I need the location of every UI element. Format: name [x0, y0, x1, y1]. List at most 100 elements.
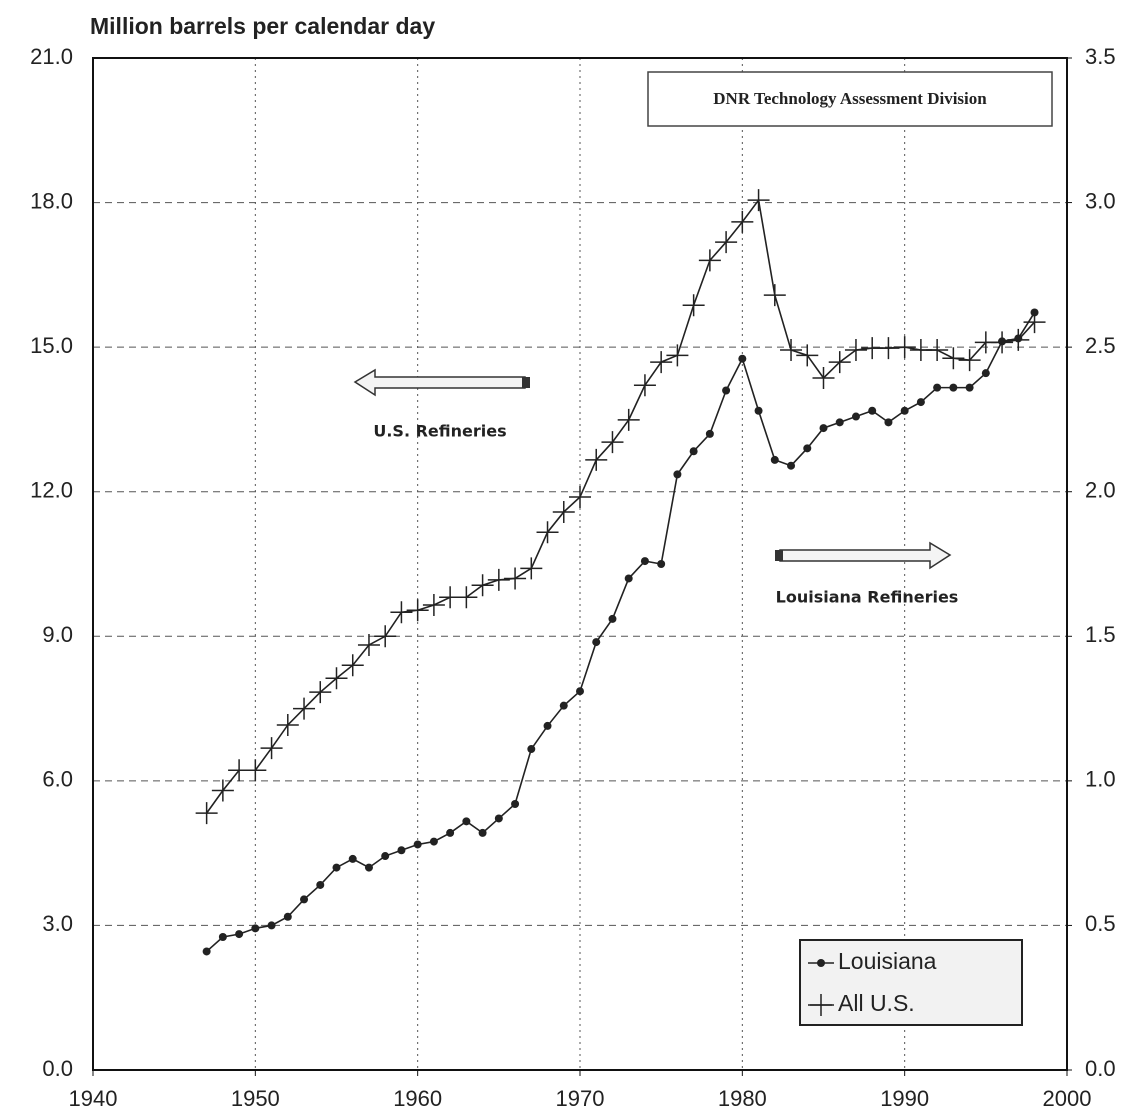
marker	[260, 737, 283, 760]
y2-tick-label: 3.5	[1085, 44, 1116, 69]
x-tick-label: 1980	[718, 1086, 767, 1111]
marker	[608, 614, 617, 623]
x-tick-label: 1990	[880, 1086, 929, 1111]
marker	[332, 863, 341, 872]
marker	[682, 294, 705, 317]
marker	[316, 880, 325, 889]
marker	[981, 369, 990, 378]
marker	[429, 837, 438, 846]
marker	[770, 455, 779, 464]
marker	[624, 574, 633, 583]
marker	[462, 817, 471, 826]
marker	[413, 840, 422, 849]
y-tick-label: 21.0	[30, 44, 73, 69]
marker	[942, 347, 965, 370]
marker	[300, 895, 309, 904]
x-tick-label: 1950	[231, 1086, 280, 1111]
marker	[796, 344, 819, 367]
marker	[657, 560, 666, 568]
grid	[93, 58, 1067, 1070]
legend-marker	[817, 959, 825, 967]
marker	[218, 932, 227, 941]
y2-tick-label: 0.0	[1085, 1056, 1116, 1081]
marker	[487, 568, 510, 591]
marker	[348, 854, 357, 863]
marker	[803, 444, 812, 453]
marker	[835, 418, 844, 427]
arrow-left	[353, 368, 526, 397]
marker	[640, 557, 649, 566]
x-tick-label: 1970	[556, 1086, 605, 1111]
marker	[202, 947, 211, 956]
marker	[601, 431, 624, 454]
marker	[211, 779, 234, 802]
marker	[283, 912, 292, 921]
marker	[446, 828, 455, 837]
y2-tick-label: 2.5	[1085, 333, 1116, 358]
legend-label: All U.S.	[838, 990, 915, 1016]
x-tick-label: 2000	[1043, 1086, 1092, 1111]
y2-tick-label: 0.5	[1085, 911, 1116, 936]
marker	[844, 339, 867, 362]
marker	[689, 447, 698, 456]
marker	[754, 406, 763, 415]
y-tick-label: 3.0	[42, 911, 73, 936]
marker	[812, 366, 835, 389]
marker	[471, 574, 494, 597]
legend	[799, 939, 1023, 1026]
y-tick-label: 0.0	[42, 1056, 73, 1081]
marker	[780, 339, 803, 362]
annotation: U.S. Refineries	[373, 422, 506, 441]
annotation: Louisiana Refineries	[776, 588, 959, 607]
y2-tick-label: 3.0	[1085, 188, 1116, 213]
marker	[569, 486, 591, 509]
marker	[633, 374, 656, 397]
marker	[267, 921, 276, 930]
marker	[916, 398, 925, 407]
marker	[819, 424, 828, 433]
marker	[705, 429, 714, 438]
marker	[926, 339, 949, 362]
marker	[397, 846, 406, 855]
y2-tick-label: 1.5	[1085, 622, 1116, 647]
marker	[747, 189, 770, 212]
marker	[763, 284, 786, 307]
y-tick-label: 18.0	[30, 188, 73, 213]
marker	[698, 249, 721, 272]
marker	[309, 681, 332, 704]
annotation-box	[647, 71, 1053, 127]
y-tick-label: 6.0	[42, 767, 73, 792]
series-line	[205, 198, 1036, 814]
y-tick-label: 9.0	[42, 622, 73, 647]
marker	[293, 697, 316, 720]
marker	[527, 745, 536, 754]
marker	[357, 633, 380, 656]
marker	[543, 721, 552, 730]
x-tick-label: 1960	[393, 1086, 442, 1111]
marker	[738, 354, 747, 363]
y2-tick-label: 2.0	[1085, 478, 1116, 503]
legend-marker	[810, 994, 832, 1016]
marker	[406, 599, 429, 622]
marker	[893, 336, 916, 359]
marker	[494, 814, 503, 823]
marker	[576, 687, 584, 696]
marker	[511, 799, 520, 808]
arrow-tail	[775, 550, 783, 561]
marker	[559, 701, 568, 710]
marker	[585, 448, 608, 471]
y-axis-label: Million barrels per calendar day	[90, 13, 435, 39]
marker	[520, 557, 543, 580]
marker	[374, 625, 397, 648]
annotation: DNR Technology Assessment Division	[713, 89, 987, 108]
marker	[650, 351, 673, 374]
marker	[381, 852, 390, 861]
marker	[422, 593, 445, 616]
marker	[251, 924, 260, 933]
y-tick-label: 12.0	[30, 478, 73, 503]
arrow-right	[779, 541, 952, 570]
marker	[965, 383, 974, 392]
marker	[325, 667, 348, 690]
marker	[722, 386, 731, 395]
marker	[731, 210, 754, 233]
